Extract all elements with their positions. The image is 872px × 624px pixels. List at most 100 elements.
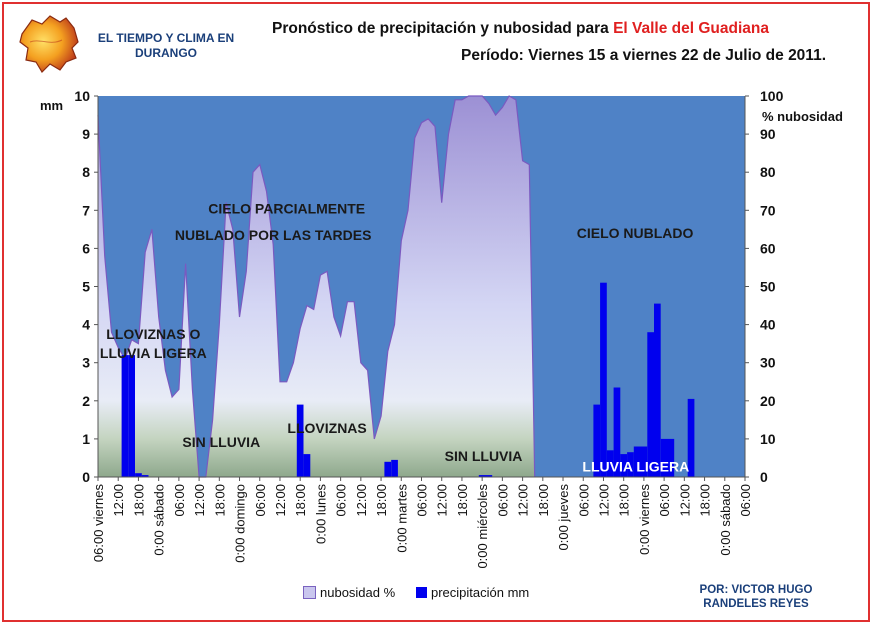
annotation-lluvia-ligera-highlight: LLUVIA LIGERA: [582, 458, 689, 474]
x-tick-label: 06:00: [334, 484, 349, 517]
y-right-tick-label: 100: [760, 88, 784, 104]
x-tick-label: 12:00: [435, 484, 450, 517]
annotation-lloviznas: LLOVIZNAS: [287, 420, 366, 436]
x-tick-label: 18:00: [374, 484, 389, 517]
y-right-tick-label: 70: [760, 202, 776, 218]
y-right-tick-label: 10: [760, 431, 776, 447]
y-right-tick-label: 20: [760, 393, 776, 409]
precip-bar: [620, 454, 627, 477]
precip-bar: [593, 404, 601, 477]
x-tick-label: 18:00: [698, 484, 713, 517]
x-tick-label: 0:00 lunes: [313, 484, 328, 544]
legend-item-cloud: nubosidad %: [303, 585, 395, 600]
legend-item-precip: precipitación mm: [416, 585, 529, 600]
precip-bar: [296, 404, 304, 477]
precip-bar: [606, 450, 614, 477]
y-right-tick-label: 0: [760, 469, 768, 485]
y-left-tick-label: 9: [82, 126, 90, 142]
y-left-tick-label: 10: [74, 88, 90, 104]
precip-bar: [135, 473, 142, 477]
chart-title: Pronóstico de precipitación y nubosidad …: [272, 20, 769, 38]
x-tick-label: 18:00: [536, 484, 551, 517]
y-left-axis-label: mm: [40, 98, 63, 113]
x-tick-label: 12:00: [111, 484, 126, 517]
y-left-tick-label: 5: [82, 279, 90, 295]
x-tick-label: 06:00 viernes: [91, 484, 106, 563]
precip-bar: [640, 446, 648, 477]
y-left-tick-label: 4: [82, 317, 90, 333]
x-tick-label: 0:00 jueves: [556, 484, 571, 551]
x-tick-label: 06:00: [495, 484, 510, 517]
annotation-sin-lluvia-1: SIN LLUVIA: [182, 434, 260, 450]
y-left-tick-label: 8: [82, 164, 90, 180]
y-left-tick-label: 2: [82, 393, 90, 409]
x-tick-label: 0:00 sábado: [718, 484, 733, 556]
x-tick-label: 0:00 viernes: [637, 484, 652, 555]
precip-bar: [687, 398, 695, 477]
x-tick-label: 18:00: [455, 484, 470, 517]
precip-bar: [141, 475, 149, 477]
precip-bar: [384, 461, 392, 477]
precip-bar: [600, 282, 607, 477]
annotation-cielo-parcial-2: NUBLADO POR LAS TARDES: [175, 227, 372, 243]
precip-bar: [633, 446, 641, 477]
y-left-tick-label: 0: [82, 469, 90, 485]
x-tick-label: 06:00: [172, 484, 187, 517]
y-left-tick-label: 7: [82, 202, 90, 218]
precip-bar: [303, 454, 311, 477]
cloud-line: [97, 95, 536, 478]
legend-swatch-precip: [416, 587, 427, 598]
y-right-tick-label: 40: [760, 317, 776, 333]
legend-label-precip: precipitación mm: [431, 585, 530, 600]
precip-bar: [654, 303, 661, 477]
x-tick-label: 06:00: [576, 484, 591, 517]
x-tick-label: 18:00: [293, 484, 308, 517]
annotation-lluvia-ligera-1: LLUVIA LIGERA: [100, 345, 207, 361]
precip-bar: [391, 459, 398, 477]
x-tick-label: 0:00 sábado: [152, 484, 167, 556]
precip-bar: [128, 355, 135, 477]
brand-label: EL TIEMPO Y CLIMA EN DURANGO: [97, 31, 235, 60]
x-tick-label: 12:00: [677, 484, 692, 517]
x-tick-label: 06:00: [253, 484, 268, 517]
annotation-sin-lluvia-2: SIN LLUVIA: [445, 448, 523, 464]
x-tick-label: 0:00 miércoles: [475, 484, 490, 569]
x-tick-label: 12:00: [597, 484, 612, 517]
x-tick-label: 06:00: [738, 484, 753, 517]
annotation-cielo-nublado: CIELO NUBLADO: [577, 225, 694, 241]
x-tick-label: 12:00: [354, 484, 369, 517]
x-tick-label: 06:00: [657, 484, 672, 517]
precip-bar: [660, 438, 668, 477]
y-right-axis-label: % nubosidad: [762, 109, 843, 124]
precip-bar: [627, 452, 634, 477]
precip-bar: [478, 475, 486, 477]
y-left-tick-label: 6: [82, 240, 90, 256]
precip-bar: [485, 475, 493, 477]
legend-swatch-cloud: [303, 586, 316, 599]
x-tick-label: 18:00: [131, 484, 146, 517]
x-tick-label: 0:00 martes: [394, 484, 409, 553]
legend-label-cloud: nubosidad %: [320, 585, 396, 600]
x-tick-label: 0:00 domingo: [233, 484, 248, 563]
x-tick-label: 12:00: [192, 484, 207, 517]
x-tick-label: 12:00: [516, 484, 531, 517]
x-tick-label: 18:00: [617, 484, 632, 517]
x-tick-label: 06:00: [415, 484, 430, 517]
precip-bar: [667, 438, 675, 477]
precip-bar: [613, 387, 621, 477]
durango-map-logo: [19, 15, 79, 73]
y-left-tick-label: 3: [82, 355, 90, 371]
y-right-tick-label: 30: [760, 355, 776, 371]
title-prefix: Pronóstico de precipitación y nubosidad …: [272, 20, 614, 37]
x-tick-label: 18:00: [212, 484, 227, 517]
y-right-tick-label: 90: [760, 126, 776, 142]
title-location: El Valle del Guadiana: [613, 20, 769, 37]
cloud-area: [98, 96, 535, 477]
annotation-cielo-parcial-1: CIELO PARCIALMENTE: [208, 200, 365, 216]
y-left-tick-label: 1: [82, 431, 90, 447]
annotation-lloviznas-o: LLOVIZNAS O: [106, 326, 200, 342]
y-right-tick-label: 60: [760, 240, 776, 256]
y-right-tick-label: 50: [760, 279, 776, 295]
precip-bar: [647, 332, 654, 477]
